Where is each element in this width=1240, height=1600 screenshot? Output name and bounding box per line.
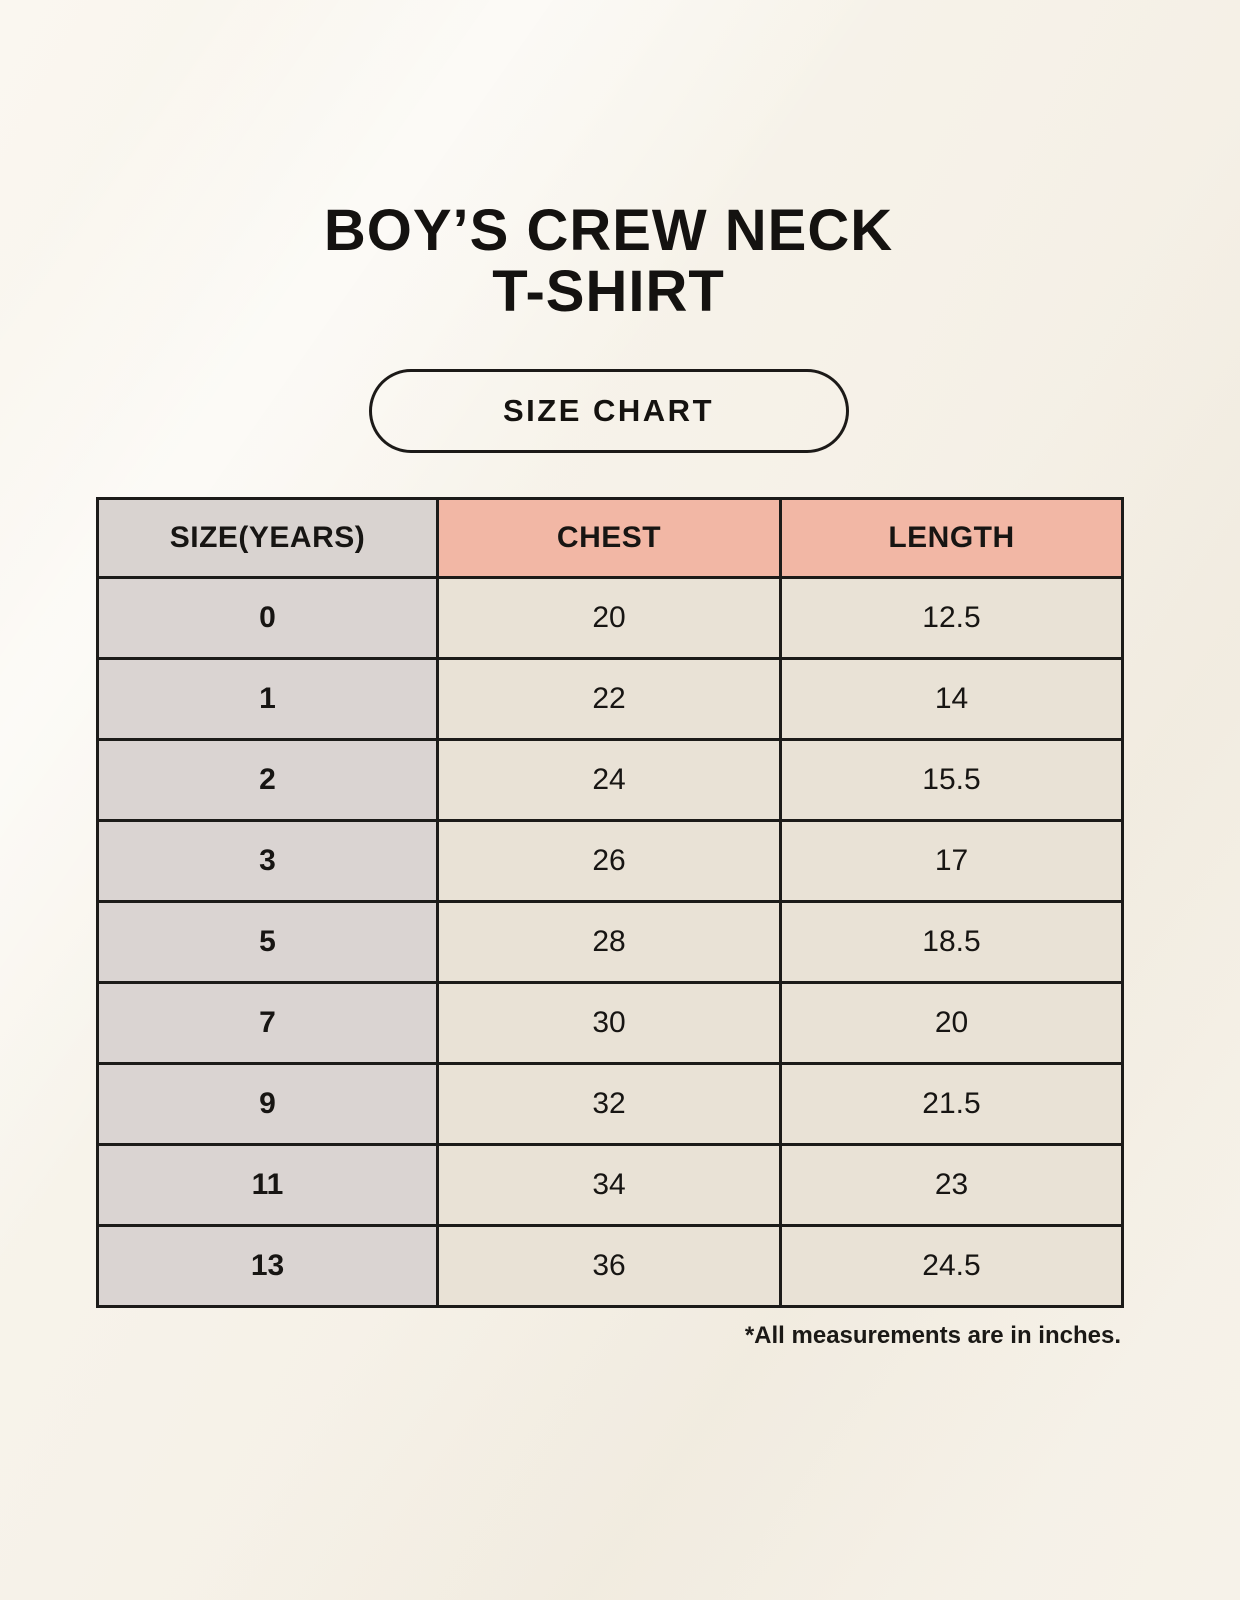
column-header-length: LENGTH [779, 496, 1124, 579]
length-cell: 12.5 [779, 575, 1124, 660]
length-cell: 24.5 [779, 1223, 1124, 1308]
length-cell: 15.5 [779, 737, 1124, 822]
chest-cell: 32 [436, 1061, 782, 1146]
size-cell: 3 [96, 818, 439, 903]
chest-cell: 26 [436, 818, 782, 903]
size-cell: 9 [96, 1061, 439, 1146]
length-cell: 18.5 [779, 899, 1124, 984]
size-cell: 5 [96, 899, 439, 984]
measurements-footnote: *All measurements are in inches. [744, 1321, 1121, 1349]
table-row: 7 30 20 [96, 980, 1124, 1065]
page-title-line2: T-SHIRT [492, 259, 725, 325]
length-cell: 17 [779, 818, 1124, 903]
chest-cell: 20 [436, 575, 782, 660]
table-row: 1 22 14 [96, 656, 1124, 741]
size-chart-badge-label: SIZE CHART [503, 392, 714, 428]
page-title: BOY’S CREW NECK T-SHIRT [96, 0, 1121, 323]
length-cell: 21.5 [779, 1061, 1124, 1146]
chest-cell: 24 [436, 737, 782, 822]
chest-cell: 22 [436, 656, 782, 741]
column-header-chest: CHEST [436, 496, 782, 579]
size-chart-page: BOY’S CREW NECK T-SHIRT SIZE CHART SIZE(… [96, 0, 1124, 1350]
table-row: 2 24 15.5 [96, 737, 1124, 822]
size-cell: 13 [96, 1223, 439, 1308]
size-cell: 1 [96, 656, 439, 741]
size-cell: 11 [96, 1142, 439, 1227]
chest-cell: 34 [436, 1142, 782, 1227]
length-cell: 20 [779, 980, 1124, 1065]
page-title-line1: BOY’S CREW NECK [323, 198, 894, 263]
column-header-size: SIZE(YEARS) [96, 496, 439, 579]
size-chart-table: SIZE(YEARS) CHEST LENGTH 0 20 12.5 1 22 … [96, 496, 1124, 1308]
length-cell: 23 [779, 1142, 1124, 1227]
chest-cell: 30 [436, 980, 782, 1065]
table-row: 0 20 12.5 [96, 575, 1124, 660]
size-cell: 0 [96, 575, 439, 660]
chest-cell: 28 [436, 899, 782, 984]
length-cell: 14 [779, 656, 1124, 741]
table-row: 9 32 21.5 [96, 1061, 1124, 1146]
table-row: 3 26 17 [96, 818, 1124, 903]
table-row: 5 28 18.5 [96, 899, 1124, 984]
table-header-row: SIZE(YEARS) CHEST LENGTH [96, 496, 1124, 579]
chest-cell: 36 [436, 1223, 782, 1308]
table-row: 11 34 23 [96, 1142, 1124, 1227]
table-row: 13 36 24.5 [96, 1223, 1124, 1308]
size-chart-badge: SIZE CHART [368, 368, 849, 453]
size-cell: 2 [96, 737, 439, 822]
size-cell: 7 [96, 980, 439, 1065]
